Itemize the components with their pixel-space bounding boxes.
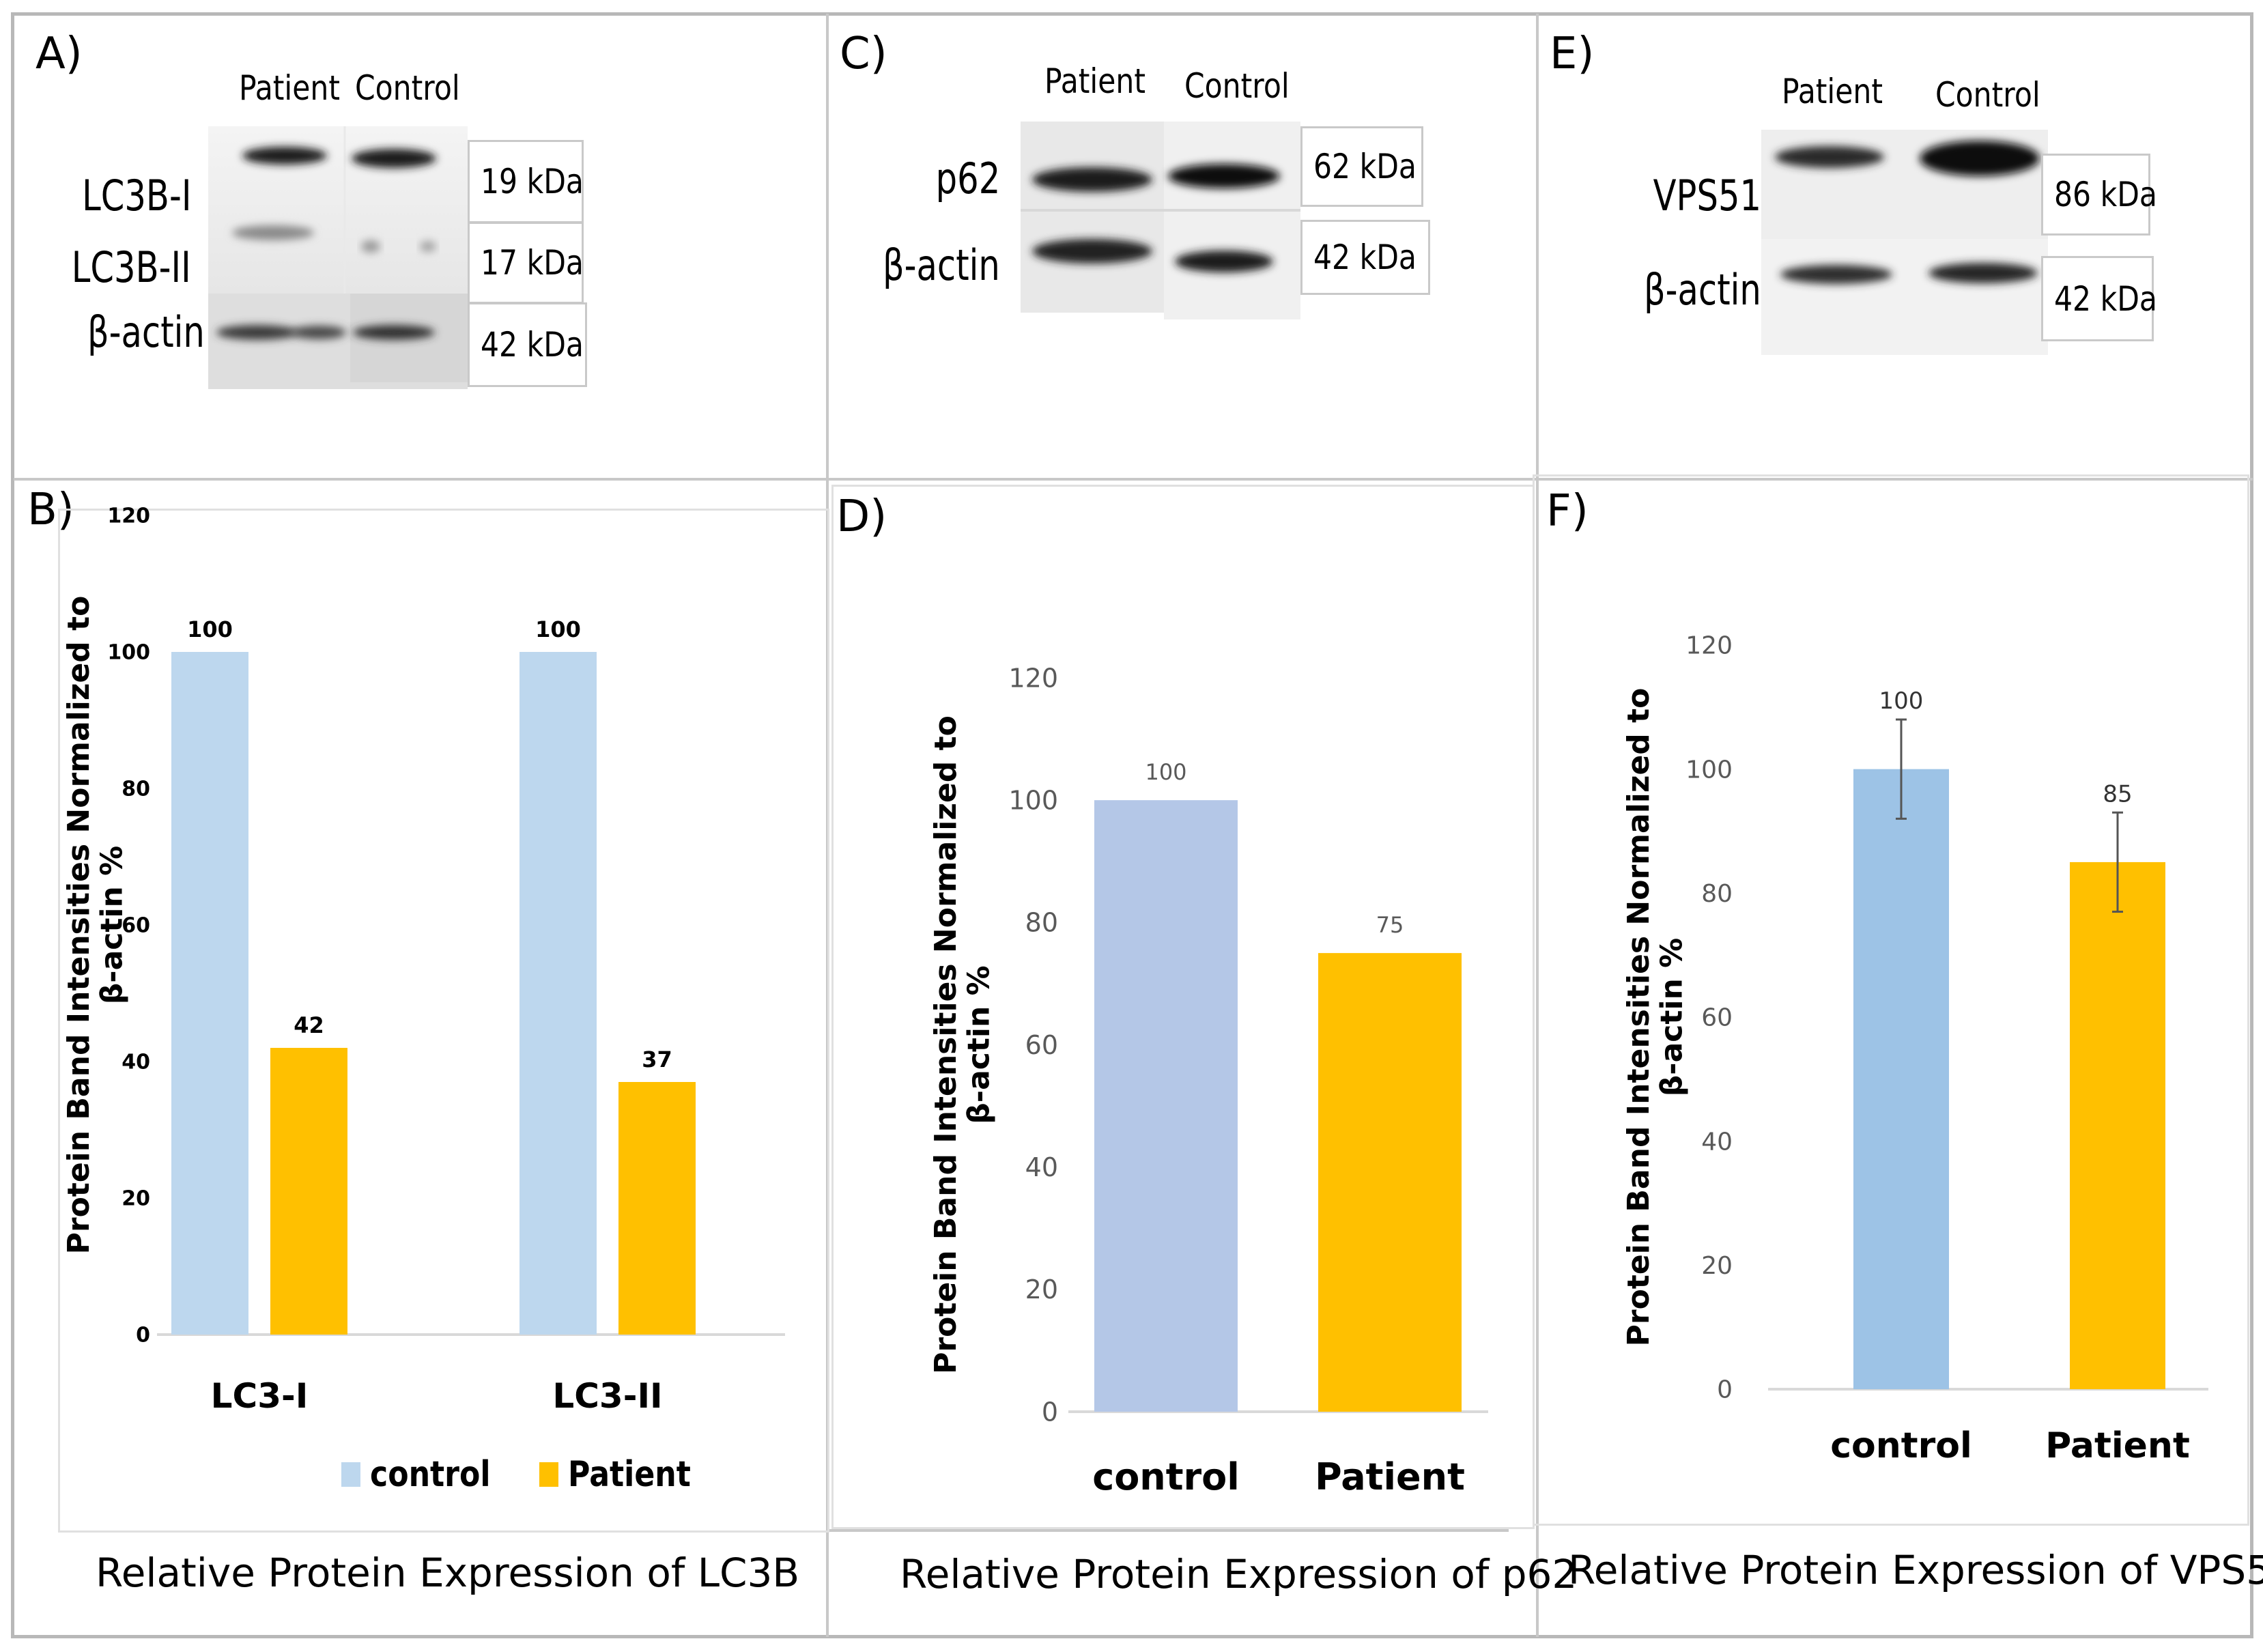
chart-f-y-tick: 80: [1701, 880, 1733, 908]
chart-f-category-label: Patient: [2045, 1425, 2190, 1466]
panel-a-protein-lc3b-ii: LC3B-II: [71, 242, 191, 292]
chart-b-y-tick: 0: [136, 1324, 150, 1348]
panel-c-lane-control: Control: [1184, 66, 1290, 106]
panel-e-protein-vps51: VPS51: [1653, 171, 1761, 220]
legend-swatch-patient: [539, 1462, 558, 1487]
legend-swatch-control: [341, 1462, 360, 1487]
chart-b-legend: control Patient: [341, 1454, 739, 1495]
chart-d-y-tick: 120: [1008, 663, 1058, 693]
panel-e-lane-control: Control: [1935, 75, 2040, 115]
chart-f-bar-patient: [2070, 861, 2165, 1389]
chart-d-data-label: 75: [1376, 912, 1404, 938]
panel-c-kda-62: 62 kDa: [1300, 126, 1423, 207]
panel-a-kda-19: 19 kDa: [468, 140, 584, 223]
chart-d-y-tick: 40: [1025, 1152, 1058, 1182]
panel-c-protein-beta-actin: β-actin: [883, 240, 1000, 290]
panel-e-blot-image: [1761, 130, 2048, 355]
chart-b-bar-patient-2: [618, 1082, 696, 1335]
chart-d-y-tick: 0: [1042, 1397, 1058, 1427]
legend-label-control: control: [370, 1454, 491, 1495]
chart-b-data-label: 100: [187, 616, 233, 642]
caption-vps51: Relative Protein Expression of VPS51: [1568, 1547, 2263, 1593]
panel-a-protein-beta-actin: β-actin: [87, 307, 205, 357]
panel-e-letter: E): [1550, 29, 1595, 79]
chart-b-y-tick: 40: [122, 1051, 150, 1074]
chart-b-y-tick: 100: [107, 641, 150, 665]
panel-c-lane-patient: Patient: [1044, 61, 1145, 101]
panel-c-blot-image: [1021, 122, 1300, 319]
row-divider: [14, 478, 2253, 481]
chart-f-data-label: 85: [2103, 780, 2132, 808]
panel-a-kda-42: 42 kDa: [468, 302, 587, 387]
chart-b-bar-control-2: [520, 652, 597, 1335]
chart-f-category-label: control: [1830, 1425, 1972, 1466]
legend-label-patient: Patient: [567, 1454, 691, 1495]
chart-b-y-tick: 60: [122, 914, 150, 938]
chart-b-category-label: LC3-I: [211, 1376, 309, 1416]
chart-d-category-label: control: [1092, 1455, 1240, 1498]
panel-e-protein-beta-actin: β-actin: [1644, 265, 1761, 315]
chart-f-y-tick: 40: [1701, 1128, 1733, 1156]
chart-b-data-label: 100: [535, 616, 581, 642]
panel-a-blot: [208, 126, 468, 389]
chart-b-data-label: 37: [642, 1046, 672, 1072]
chart-f-y-tick: 60: [1701, 1004, 1733, 1032]
chart-b-bar-patient-1: [270, 1048, 347, 1335]
chart-f-y-tick: 0: [1717, 1376, 1733, 1404]
chart-b-category-label: LC3-II: [552, 1376, 662, 1416]
chart-b-data-label: 42: [294, 1012, 324, 1038]
chart-b-y-tick: 80: [122, 778, 150, 801]
panel-a-letter: A): [35, 29, 83, 79]
chart-d-category-label: Patient: [1315, 1455, 1465, 1498]
legend-item-control: control: [341, 1454, 512, 1495]
chart-b-y-tick: 120: [107, 504, 150, 528]
chart-f-y-tick: 100: [1685, 756, 1733, 784]
chart-d-y-tick: 60: [1025, 1030, 1058, 1060]
chart-f-border: [1533, 474, 2249, 1526]
chart-f-y-tick: 20: [1701, 1252, 1733, 1280]
col-divider-2: [1536, 14, 1539, 1637]
panel-c-letter: C): [840, 29, 887, 79]
caption-divider: [826, 1529, 1509, 1532]
panel-e-kda-86: 86 kDa: [2041, 154, 2157, 236]
panel-a-blot-image: [208, 126, 468, 389]
chart-d-y-tick: 80: [1025, 908, 1058, 938]
chart-b-y-tick: 20: [122, 1187, 150, 1211]
panel-c-blot: [1021, 122, 1300, 319]
figure-frame: [11, 12, 2253, 1638]
panel-d-letter: D): [836, 492, 887, 542]
panel-a-protein-lc3b-i: LC3B-I: [81, 171, 191, 220]
panel-f-letter: F): [1546, 486, 1589, 537]
caption-lc3b: Relative Protein Expression of LC3B: [96, 1550, 800, 1596]
chart-d-bar-control: [1094, 800, 1238, 1412]
panel-a-lane-patient: Patient: [239, 68, 340, 108]
chart-d-y-tick: 100: [1008, 785, 1058, 815]
panel-c-protein-p62: p62: [935, 154, 1000, 203]
chart-d-y-tick: 20: [1025, 1274, 1058, 1305]
chart-f-y-tick: 120: [1685, 632, 1733, 660]
panel-c-kda-42: 42 kDa: [1300, 220, 1430, 295]
panel-a-kda-17: 17 kDa: [468, 222, 584, 304]
chart-f-y-label: Protein Band Intensities Normalized toβ-…: [1621, 688, 1689, 1347]
chart-d-y-label: Protein Band Intensities Normalized toβ-…: [928, 715, 996, 1374]
chart-d-data-label: 100: [1145, 759, 1186, 785]
chart-b-border: [58, 509, 829, 1533]
chart-d-bar-patient: [1318, 953, 1462, 1412]
panel-e-blot: [1761, 130, 2048, 355]
chart-f-data-label: 100: [1879, 687, 1924, 715]
chart-b-y-label: Protein Band Intensities Normalized toβ-…: [61, 596, 129, 1255]
caption-p62: Relative Protein Expression of p62: [900, 1551, 1578, 1597]
panel-e-kda-42: 42 kDa: [2041, 256, 2157, 341]
legend-item-patient: Patient: [539, 1454, 713, 1495]
chart-b-bar-control-1: [171, 652, 248, 1335]
chart-f-bar-control: [1853, 769, 1949, 1389]
panel-e-lane-patient: Patient: [1782, 72, 1883, 111]
panel-a-lane-control: Control: [355, 68, 460, 108]
